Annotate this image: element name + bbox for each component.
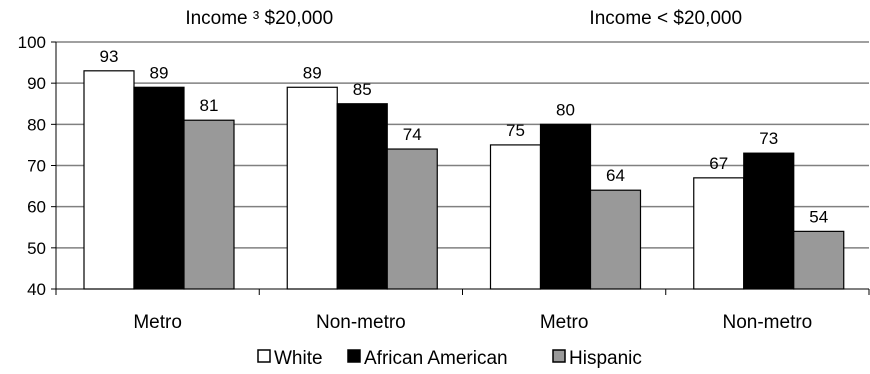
bar-african-american	[743, 152, 795, 290]
data-label: 85	[353, 80, 372, 99]
legend-label: African American	[364, 348, 508, 369]
data-label: 89	[303, 63, 322, 82]
data-label: 54	[809, 207, 828, 226]
y-tick-label: 40	[27, 280, 46, 299]
data-label: 93	[100, 47, 119, 66]
legend-label: Hispanic	[569, 348, 642, 369]
x-category-label: Non-metro	[723, 312, 813, 333]
bars	[83, 70, 845, 290]
bar-hispanic	[183, 119, 235, 290]
bar-white	[83, 70, 135, 290]
x-category-label: Metro	[133, 312, 182, 333]
bar-hispanic	[589, 189, 642, 290]
income-group-label: Income ³ $20,000	[185, 8, 333, 29]
y-tick-label: 90	[27, 74, 46, 93]
bar-white	[286, 86, 338, 290]
y-tick-label: 50	[27, 239, 46, 258]
legend: White African American Hispanic	[257, 348, 642, 369]
x-category-label: Non-metro	[316, 312, 406, 333]
bar-white	[693, 177, 745, 290]
data-label: 64	[606, 166, 625, 185]
data-label: 89	[150, 63, 169, 82]
data-label: 74	[403, 125, 422, 144]
bar-hispanic	[386, 148, 438, 290]
data-label: 67	[709, 154, 728, 173]
y-tick-label: 100	[18, 33, 46, 52]
data-label: 80	[556, 100, 575, 119]
bar-african-american	[336, 103, 388, 290]
y-tick-label: 70	[27, 157, 46, 176]
income-group-label: Income < $20,000	[589, 8, 742, 29]
bar-african-american	[133, 86, 185, 290]
group-labels: Income ³ $20,000 Income < $20,000	[185, 8, 742, 29]
bar-white	[489, 144, 542, 290]
bar-hispanic	[793, 230, 845, 290]
data-label: 81	[200, 96, 219, 115]
legend-label: White	[274, 348, 323, 369]
y-tick-label: 60	[27, 198, 46, 217]
bar-african-american	[539, 123, 592, 290]
axes: 40 50 60 70 80 90 100 Metro Non-metro Metro Non-me…	[18, 33, 870, 333]
legend-swatch-white	[257, 349, 271, 363]
y-tick-label: 80	[27, 115, 46, 134]
data-label: 75	[506, 121, 525, 140]
data-label: 73	[759, 129, 778, 148]
legend-swatch-african-american	[347, 349, 361, 363]
legend-swatch-hispanic	[552, 349, 566, 363]
data-labels: 93 89 75 67 89 85 80 73 81 74 64 54	[100, 47, 829, 227]
x-category-label: Metro	[540, 312, 589, 333]
